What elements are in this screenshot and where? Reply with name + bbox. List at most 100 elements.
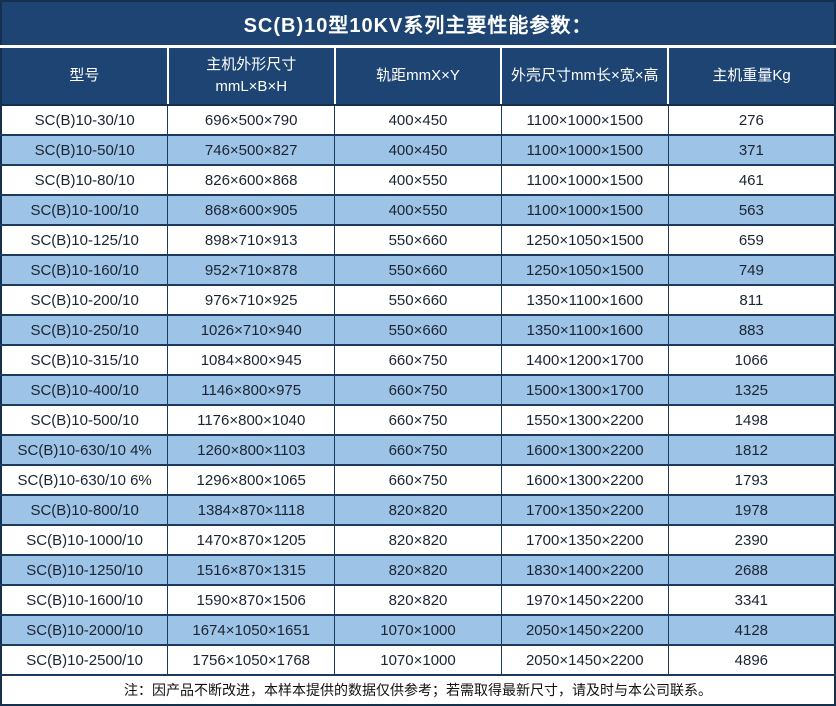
cell-track: 820×820 <box>334 584 502 616</box>
table-row: SC(B)10-100/10 868×600×905 400×550 1100×100… <box>0 194 836 226</box>
cell-track: 820×820 <box>334 554 502 586</box>
cell-shell: 1970×1450×2200 <box>500 584 669 616</box>
cell-weight: 2688 <box>667 554 836 586</box>
cell-model: SC(B)10-400/10 <box>0 374 169 406</box>
cell-shell: 1550×1300×2200 <box>500 404 669 436</box>
cell-model: SC(B)10-315/10 <box>0 344 169 376</box>
cell-weight: 2390 <box>667 524 836 556</box>
cell-model: SC(B)10-160/10 <box>0 254 169 286</box>
table-row: SC(B)10-630/10 6% 1296×800×1065 660×750 160… <box>0 464 836 496</box>
cell-track: 660×750 <box>334 374 502 406</box>
cell-model: SC(B)10-250/10 <box>0 314 169 346</box>
cell-track: 400×450 <box>334 104 502 136</box>
cell-dims: 952×710×878 <box>167 254 336 286</box>
table-body: SC(B)10-30/10 696×500×790 400×450 1100×1000… <box>0 104 836 676</box>
cell-shell: 1100×1000×1500 <box>500 104 669 136</box>
cell-dims: 1146×800×975 <box>167 374 336 406</box>
cell-dims: 1260×800×1103 <box>167 434 336 466</box>
title-bar: SC(B)10型10KV系列主要性能参数： <box>1 1 835 48</box>
cell-model: SC(B)10-50/10 <box>0 134 169 166</box>
cell-dims: 1516×870×1315 <box>167 554 336 586</box>
cell-weight: 371 <box>667 134 836 166</box>
table-row: SC(B)10-1600/10 1590×870×1506 820×820 1970×… <box>0 584 836 616</box>
cell-dims: 696×500×790 <box>167 104 336 136</box>
table-row: SC(B)10-250/10 1026×710×940 550×660 1350×11… <box>0 314 836 346</box>
table-row: SC(B)10-200/10 976×710×925 550×660 1350×110… <box>0 284 836 316</box>
cell-track: 400×450 <box>334 134 502 166</box>
column-header-shell: 外壳尺寸mm长×宽×高 <box>500 46 669 106</box>
table-row: SC(B)10-1000/10 1470×870×1205 820×820 1700×… <box>0 524 836 556</box>
page-title: SC(B)10型10KV系列主要性能参数： <box>1 1 835 48</box>
footer-note: 注：因产品不断改进，本样本提供的数据仅供参考；若需取得最新尺寸，请及时与本公司联… <box>1 674 835 705</box>
table-row: SC(B)10-125/10 898×710×913 550×660 1250×105… <box>0 224 836 256</box>
cell-shell: 1100×1000×1500 <box>500 194 669 226</box>
cell-model: SC(B)10-800/10 <box>0 494 169 526</box>
cell-model: SC(B)10-2000/10 <box>0 614 169 646</box>
cell-model: SC(B)10-500/10 <box>0 404 169 436</box>
cell-track: 550×660 <box>334 284 502 316</box>
column-header-track: 轨距mmX×Y <box>333 46 502 106</box>
column-header-weight: 主机重量Kg <box>667 46 835 106</box>
cell-model: SC(B)10-200/10 <box>0 284 169 316</box>
cell-model: SC(B)10-2500/10 <box>0 644 169 676</box>
cell-shell: 1100×1000×1500 <box>500 134 669 166</box>
cell-dims: 1384×870×1118 <box>167 494 336 526</box>
cell-weight: 749 <box>667 254 836 286</box>
column-header-model: 型号 <box>1 46 168 106</box>
cell-weight: 1812 <box>667 434 836 466</box>
cell-track: 660×750 <box>334 464 502 496</box>
table-row: SC(B)10-800/10 1384×870×1118 820×820 1700×1… <box>0 494 836 526</box>
cell-weight: 1793 <box>667 464 836 496</box>
cell-track: 400×550 <box>334 164 502 196</box>
cell-shell: 1350×1100×1600 <box>500 284 669 316</box>
cell-dims: 1590×870×1506 <box>167 584 336 616</box>
cell-shell: 1100×1000×1500 <box>500 164 669 196</box>
cell-shell: 2050×1450×2200 <box>500 614 669 646</box>
cell-dims: 746×500×827 <box>167 134 336 166</box>
cell-shell: 1600×1300×2200 <box>500 464 669 496</box>
cell-weight: 1978 <box>667 494 836 526</box>
cell-dims: 868×600×905 <box>167 194 336 226</box>
cell-dims: 1756×1050×1768 <box>167 644 336 676</box>
cell-model: SC(B)10-1250/10 <box>0 554 169 586</box>
cell-model: SC(B)10-100/10 <box>0 194 169 226</box>
table-row: SC(B)10-160/10 952×710×878 550×660 1250×105… <box>0 254 836 286</box>
cell-dims: 1470×870×1205 <box>167 524 336 556</box>
table-row: SC(B)10-80/10 826×600×868 400×550 1100×1000… <box>0 164 836 196</box>
cell-model: SC(B)10-1600/10 <box>0 584 169 616</box>
cell-weight: 4896 <box>667 644 836 676</box>
table-row: SC(B)10-315/10 1084×800×945 660×750 1400×12… <box>0 344 836 376</box>
cell-track: 660×750 <box>334 434 502 466</box>
cell-weight: 461 <box>667 164 836 196</box>
cell-shell: 1250×1050×1500 <box>500 224 669 256</box>
cell-track: 660×750 <box>334 344 502 376</box>
cell-weight: 659 <box>667 224 836 256</box>
cell-track: 400×550 <box>334 194 502 226</box>
cell-track: 550×660 <box>334 314 502 346</box>
cell-track: 820×820 <box>334 524 502 556</box>
cell-weight: 3341 <box>667 584 836 616</box>
cell-track: 660×750 <box>334 404 502 436</box>
cell-track: 550×660 <box>334 224 502 256</box>
cell-model: SC(B)10-630/10 6% <box>0 464 169 496</box>
cell-model: SC(B)10-80/10 <box>0 164 169 196</box>
cell-shell: 1500×1300×1700 <box>500 374 669 406</box>
cell-shell: 1830×1400×2200 <box>500 554 669 586</box>
cell-weight: 276 <box>667 104 836 136</box>
cell-weight: 1498 <box>667 404 836 436</box>
cell-shell: 1350×1100×1600 <box>500 314 669 346</box>
table-row: SC(B)10-400/10 1146×800×975 660×750 1500×13… <box>0 374 836 406</box>
cell-shell: 1600×1300×2200 <box>500 434 669 466</box>
cell-shell: 1250×1050×1500 <box>500 254 669 286</box>
cell-weight: 4128 <box>667 614 836 646</box>
table-row: SC(B)10-30/10 696×500×790 400×450 1100×1000… <box>0 104 836 136</box>
footer-note-row: 注：因产品不断改进，本样本提供的数据仅供参考；若需取得最新尺寸，请及时与本公司联… <box>1 674 835 705</box>
cell-dims: 1084×800×945 <box>167 344 336 376</box>
column-header-dims: 主机外形尺寸 mmL×B×H <box>166 46 335 106</box>
cell-shell: 1700×1350×2200 <box>500 524 669 556</box>
cell-weight: 811 <box>667 284 836 316</box>
cell-track: 1070×1000 <box>334 644 502 676</box>
cell-shell: 1700×1350×2200 <box>500 494 669 526</box>
cell-track: 550×660 <box>334 254 502 286</box>
